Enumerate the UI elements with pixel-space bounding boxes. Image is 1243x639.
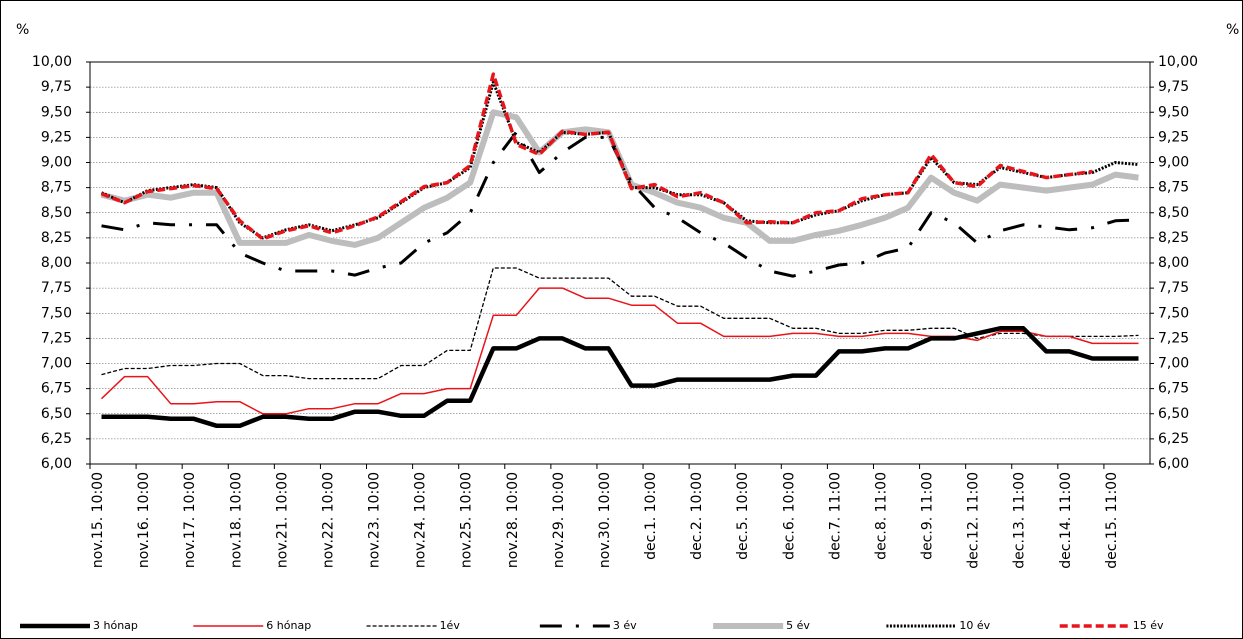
x-tick-label: nov.17. 10:00 — [182, 472, 198, 568]
x-tick-label: nov.21. 10:00 — [274, 472, 290, 568]
x-tick-label: dec.7. 11:00 — [827, 472, 843, 560]
legend-label: 1év — [440, 619, 461, 632]
x-tick-label: dec.15. 11:00 — [1104, 472, 1120, 569]
legend-label: 5 év — [786, 619, 810, 632]
plot-area — [89, 61, 1151, 465]
x-tick-label: nov.18. 10:00 — [228, 472, 244, 568]
y-tick-label: 6,00 — [41, 456, 72, 472]
y2-tick-label: 7,75 — [1158, 280, 1189, 296]
y-tick-label: 9,25 — [41, 129, 72, 145]
x-tick-label: nov.22. 10:00 — [320, 472, 336, 568]
y2-tick-label: 8,25 — [1158, 230, 1189, 246]
y2-tick-label: 9,00 — [1158, 155, 1189, 171]
legend-label: 3 hónap — [93, 619, 138, 632]
y2-tick-label: 7,25 — [1158, 330, 1189, 346]
y-tick-label: 9,75 — [41, 79, 72, 95]
y2-tick-label: 6,25 — [1158, 431, 1189, 447]
y2-tick-label: 6,75 — [1158, 381, 1189, 397]
y2-tick-label: 7,50 — [1158, 305, 1189, 321]
y-tick-label: 6,50 — [41, 406, 72, 422]
y-tick-label: 8,50 — [41, 205, 72, 221]
y2-tick-label: 9,25 — [1158, 129, 1189, 145]
x-tick-label: nov.24. 10:00 — [413, 472, 429, 568]
series-line — [100, 72, 1093, 241]
y-tick-label: 8,75 — [41, 180, 72, 196]
y-tick-label: 7,00 — [41, 356, 72, 372]
y2-tick-label: 7,00 — [1158, 356, 1189, 372]
x-tick-label: nov.28. 10:00 — [505, 472, 521, 568]
y-tick-label: 6,25 — [41, 431, 72, 447]
x-tick-label: nov.23. 10:00 — [367, 472, 383, 568]
x-tick-label: dec.6. 10:00 — [781, 472, 797, 560]
x-tick-label: nov.30. 10:00 — [597, 472, 613, 568]
legend-label: 3 év — [613, 619, 637, 632]
series-line — [101, 326, 1139, 429]
y-tick-label: 7,25 — [41, 330, 72, 346]
x-tick-label: nov.15. 10:00 — [90, 472, 106, 568]
x-tick-label: nov.29. 10:00 — [551, 472, 567, 568]
legend-label: 15 év — [1133, 619, 1164, 632]
y2-tick-label: 10,00 — [1158, 54, 1198, 70]
series-line — [100, 80, 1139, 240]
y-tick-label: 9,00 — [41, 155, 72, 171]
y-tick-label: 8,25 — [41, 230, 72, 246]
y-tick-label: 7,50 — [41, 305, 72, 321]
legend-label: 10 év — [959, 619, 990, 632]
legend-label: 6 hónap — [266, 619, 311, 632]
x-tick-label: nov.16. 10:00 — [136, 472, 152, 568]
x-tick-label: nov.25. 10:00 — [459, 472, 475, 568]
series-line — [101, 267, 1139, 380]
y2-tick-label: 8,75 — [1158, 180, 1189, 196]
y-tick-label: 8,00 — [41, 255, 72, 271]
y2-tick-label: 9,75 — [1158, 79, 1189, 95]
x-tick-label: dec.9. 11:00 — [920, 472, 936, 560]
y2-tick-label: 8,50 — [1158, 205, 1189, 221]
y-tick-label: 10,00 — [32, 54, 72, 70]
y2-axis-label: % — [1226, 22, 1239, 38]
x-tick-label: dec.8. 11:00 — [873, 472, 889, 560]
x-tick-label: dec.13. 11:00 — [1012, 472, 1028, 569]
y-tick-label: 6,75 — [41, 381, 72, 397]
y2-tick-label: 8,00 — [1158, 255, 1189, 271]
y2-tick-label: 9,50 — [1158, 104, 1189, 120]
x-tick-label: dec.2. 10:00 — [689, 472, 705, 560]
x-tick-label: dec.12. 11:00 — [966, 472, 982, 569]
x-tick-label: dec.14. 11:00 — [1058, 472, 1074, 569]
y2-tick-label: 6,00 — [1158, 456, 1189, 472]
x-tick-label: dec.1. 10:00 — [643, 472, 659, 560]
series-line — [100, 287, 1139, 415]
y-tick-label: 7,75 — [41, 280, 72, 296]
y-tick-label: 9,50 — [41, 104, 72, 120]
y2-tick-label: 6,50 — [1158, 406, 1189, 422]
x-tick-label: dec.5. 10:00 — [735, 472, 751, 560]
y-axis-label: % — [16, 22, 29, 38]
